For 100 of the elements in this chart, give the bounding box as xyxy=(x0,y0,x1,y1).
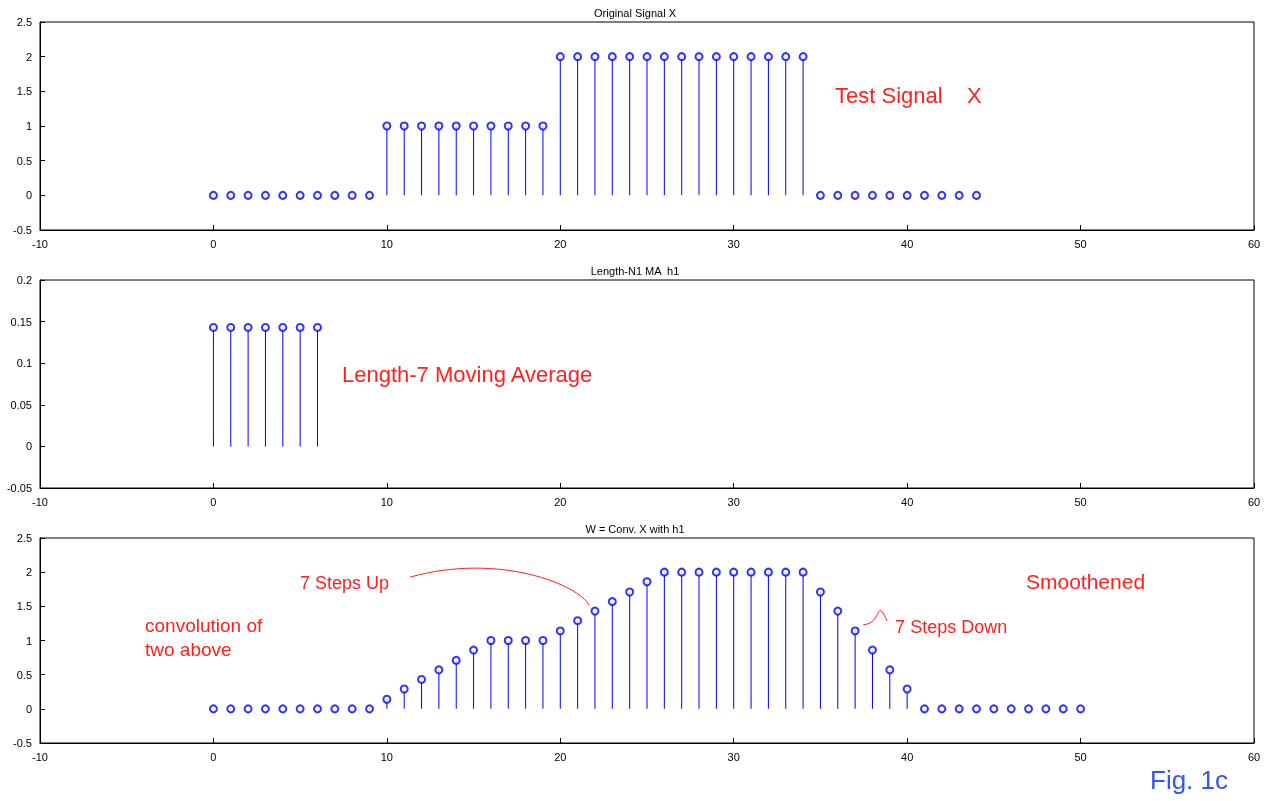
point xyxy=(278,190,288,200)
point xyxy=(521,636,531,645)
y-tick-label: 0 xyxy=(25,702,32,715)
point xyxy=(208,704,218,714)
point xyxy=(226,190,236,200)
point xyxy=(798,567,808,577)
x-tick-label: 30 xyxy=(727,750,740,763)
x-tick-label: 10 xyxy=(380,750,393,763)
x-tick-label: 50 xyxy=(1074,750,1087,763)
x-tick-label: -10 xyxy=(32,750,48,763)
annotation: convolution of two above xyxy=(145,615,263,661)
point xyxy=(469,121,479,131)
point xyxy=(937,190,947,200)
y-tick-label: 0.05 xyxy=(10,398,32,411)
point xyxy=(919,190,929,200)
point xyxy=(312,704,322,714)
point xyxy=(399,121,409,131)
y-tick-label: -0.5 xyxy=(13,224,32,236)
point xyxy=(885,190,895,200)
point xyxy=(902,684,912,694)
chart-title: Original Signal X xyxy=(594,6,677,19)
point xyxy=(243,704,253,714)
caption: Fig. 1c xyxy=(1150,765,1229,796)
y-tick-label: 2 xyxy=(25,50,32,63)
point xyxy=(659,52,669,62)
point xyxy=(763,52,773,62)
annotation: 7 Steps Up xyxy=(299,573,390,594)
point xyxy=(417,674,427,684)
x-tick-label: 10 xyxy=(380,237,393,250)
x-tick-label: 0 xyxy=(210,237,217,250)
point xyxy=(659,567,669,577)
point xyxy=(486,636,496,645)
point xyxy=(312,190,322,200)
y-tick-label: 0 xyxy=(25,440,32,453)
point xyxy=(243,190,253,200)
point xyxy=(625,52,635,62)
point xyxy=(989,704,999,714)
annotation: 7 Steps Down xyxy=(895,616,1008,637)
point xyxy=(729,567,739,577)
point xyxy=(330,704,340,714)
point xyxy=(781,567,791,577)
point xyxy=(295,190,305,200)
x-tick-label: -10 xyxy=(32,495,48,508)
point xyxy=(607,597,617,607)
point xyxy=(555,626,565,636)
point xyxy=(382,121,392,131)
y-tick-label: 0.5 xyxy=(16,154,32,167)
x-tick-label: 40 xyxy=(901,750,914,763)
point xyxy=(833,606,843,616)
point xyxy=(642,52,652,62)
point xyxy=(972,190,982,200)
x-tick-label: 30 xyxy=(727,495,740,508)
point xyxy=(833,190,843,200)
point xyxy=(521,121,531,131)
point xyxy=(729,52,739,62)
point xyxy=(677,52,687,62)
point xyxy=(642,577,652,587)
point xyxy=(590,52,600,62)
point xyxy=(902,190,912,200)
point xyxy=(781,52,791,62)
y-tick-label: 2.5 xyxy=(16,532,32,544)
x-tick-label: 30 xyxy=(727,237,740,250)
y-tick-label: 1.5 xyxy=(16,600,32,613)
point xyxy=(330,190,340,200)
y-tick-label: 2.5 xyxy=(16,16,32,28)
x-tick-label: 20 xyxy=(554,237,567,250)
point xyxy=(347,704,357,714)
x-tick-label: -10 xyxy=(32,237,48,250)
point xyxy=(677,567,687,577)
point xyxy=(954,190,964,200)
point xyxy=(573,616,583,626)
point xyxy=(1041,704,1051,714)
point xyxy=(260,704,270,714)
y-tick-label: 0.5 xyxy=(16,668,32,681)
point xyxy=(278,704,288,714)
x-tick-label: 60 xyxy=(1247,237,1261,250)
y-tick-label: 1 xyxy=(25,634,32,647)
point xyxy=(1006,704,1016,714)
y-tick-label: 0.1 xyxy=(16,357,32,370)
point xyxy=(694,567,704,577)
point xyxy=(815,587,825,597)
chart-title: W = Conv. X with h1 xyxy=(585,522,685,535)
x-tick-label: 10 xyxy=(380,495,393,508)
y-tick-label: 2 xyxy=(25,566,32,579)
point xyxy=(399,684,409,694)
point xyxy=(1058,704,1068,714)
point xyxy=(867,645,877,655)
point xyxy=(503,636,513,645)
point xyxy=(555,52,565,62)
point xyxy=(365,190,375,200)
y-tick-label: 1 xyxy=(25,120,32,132)
point xyxy=(625,587,635,597)
annotation: Test Signal X xyxy=(835,83,983,109)
y-tick-label: 0 xyxy=(25,189,32,202)
y-tick-label: 0.15 xyxy=(10,315,32,328)
x-tick-label: 20 xyxy=(554,495,567,508)
point xyxy=(503,121,513,131)
point xyxy=(763,567,773,577)
point xyxy=(798,52,808,62)
x-tick-label: 40 xyxy=(901,495,914,508)
